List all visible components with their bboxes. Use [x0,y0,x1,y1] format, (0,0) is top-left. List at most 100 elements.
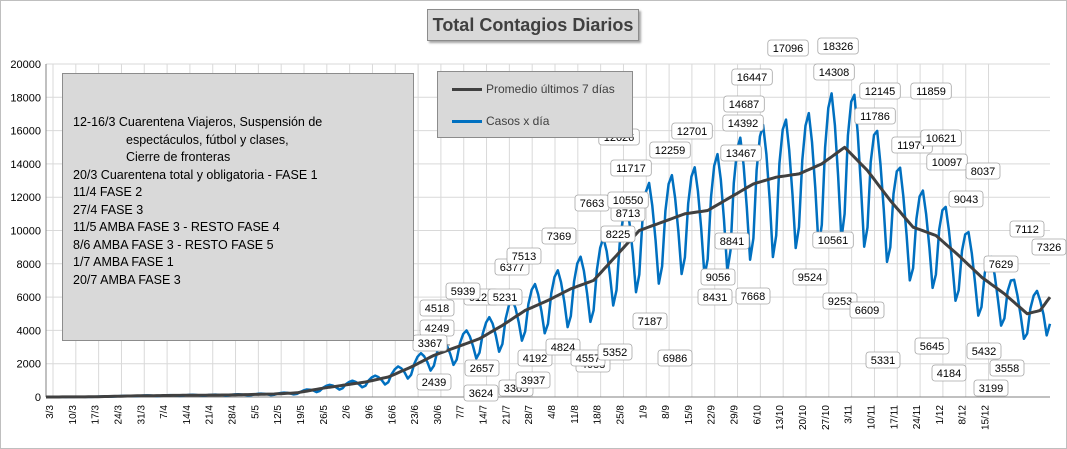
data-label: 13467 [720,144,762,162]
data-label-box [464,359,500,377]
data-label-text: 4184 [937,368,961,380]
x-tick-label: 15/12 [981,405,992,430]
data-label-text: 7668 [741,291,765,303]
data-label-text: 3558 [995,363,1019,375]
data-label-box [920,129,962,147]
note-line: 11/5 AMBA FASE 3 - RESTO FASE 4 [73,220,280,234]
data-label-box [948,190,984,208]
data-label-box [506,247,542,265]
data-label-text: 10550 [613,195,644,207]
data-label-box [983,255,1019,273]
y-tick-label: 4000 [17,325,41,337]
data-label-box [735,287,771,305]
x-tick-label: 8/9 [661,405,672,419]
data-label: 9043 [948,190,984,208]
data-label-text: 2439 [422,377,446,389]
legend-swatch-avg [452,87,482,91]
x-tick-label: 31/3 [136,405,147,425]
data-label-box [419,299,455,317]
data-label: 3624 [463,384,499,402]
data-label-text: 2657 [470,363,494,375]
y-tick-label: 14000 [10,159,41,171]
data-label-box [463,384,499,402]
data-label-box [671,122,713,140]
data-label: 7326 [1031,238,1067,256]
data-label-box [541,227,577,245]
y-tick-label: 18000 [10,92,41,104]
data-label-box [610,159,652,177]
data-label-box [931,364,967,382]
x-tick-label: 1/9 [638,405,649,419]
data-label: 5939 [445,282,481,300]
x-tick-label: 28/7 [524,405,535,425]
data-label-box [854,107,896,125]
data-label: 5352 [597,343,633,361]
x-tick-label: 18/8 [593,405,604,425]
series-line-average [46,145,1052,399]
data-label-box [989,359,1025,377]
data-label-box [657,349,693,367]
x-tick-label: 17/3 [91,405,102,425]
data-label-text: 10621 [926,133,957,145]
x-tick-label: 6/10 [752,405,763,425]
data-label: 7187 [632,312,668,330]
x-tick-label: 24/11 [912,405,923,430]
x-tick-label: 14/4 [182,405,193,425]
data-label: 11717 [610,159,652,177]
x-tick-label: 7/7 [456,405,467,419]
x-tick-label: 12/5 [273,405,284,425]
x-tick-label: 23/6 [410,405,421,425]
data-label-box [812,231,854,249]
data-label: 7513 [506,247,542,265]
data-label-text: 7112 [1015,224,1039,236]
data-label-box [792,268,828,286]
data-label-box [813,63,855,81]
data-label: 4249 [419,319,455,337]
data-label: 18326 [817,37,859,55]
data-label: 11859 [910,82,952,100]
x-tick-label: 3/11 [844,405,855,424]
x-tick-label: 17/11 [889,405,900,430]
data-label-text: 5939 [451,286,475,298]
x-tick-label: 15/9 [684,405,695,425]
data-label-box [965,162,1001,180]
data-label-text: 11786 [860,111,890,123]
x-tick-label: 2/6 [342,405,353,419]
data-label: 4192 [517,349,553,367]
data-label-text: 11859 [916,86,946,98]
legend-swatch-daily [452,119,482,123]
note-line: 12-16/3 Cuarentena Viajeros, Suspensión … [73,115,323,129]
data-label-text: 7369 [547,231,571,243]
data-label: 12259 [649,141,691,159]
data-label-text: 12259 [655,145,686,157]
data-label-box [632,312,668,330]
data-label: 6986 [657,349,693,367]
x-tick-label: 29/9 [730,405,741,425]
data-label: 14392 [722,114,764,132]
data-label-box [697,288,733,306]
x-tick-label: 1/12 [935,405,946,425]
data-label-text: 4249 [425,323,449,335]
y-tick-label: 0 [35,392,41,404]
note-line: espectáculos, fútbol y clases, [126,132,289,147]
data-label-box [731,68,773,86]
data-label-text: 3937 [521,375,545,387]
data-label: 8431 [697,288,733,306]
data-label-text: 4824 [551,342,575,354]
data-label-text: 12701 [677,126,708,138]
data-label-text: 6609 [855,305,879,317]
data-label-text: 14308 [819,67,850,79]
x-tick-label: 21/4 [205,405,216,425]
data-label: 4184 [931,364,967,382]
data-label-text: 4557 [576,353,600,365]
data-label: 5432 [966,342,1002,360]
x-tick-label: 8/12 [958,405,969,425]
data-label: 12145 [859,82,901,100]
legend: Promedio últimos 7 días Casos x día [437,71,633,138]
data-label-box [412,334,448,352]
data-label: 2439 [416,373,452,391]
y-tick-label: 6000 [17,292,41,304]
x-tick-label: 21/7 [501,405,512,425]
y-tick-label: 12000 [10,192,41,204]
